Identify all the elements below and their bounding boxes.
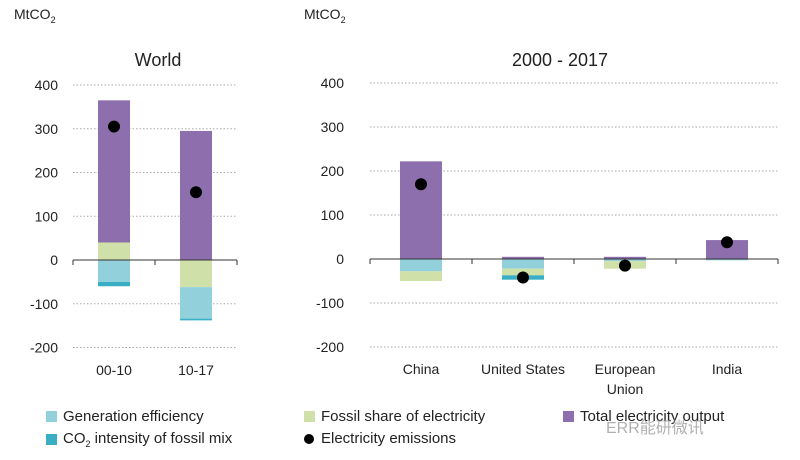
emissions-point	[517, 271, 529, 284]
y-tick-label: -100	[30, 296, 58, 312]
unit-subscript: 2	[50, 14, 56, 25]
legend-generation-efficiency: Generation efficiency	[46, 408, 204, 425]
x-category-label: United States	[481, 361, 565, 377]
chart-title: World	[135, 50, 182, 70]
unit-subscript: 2	[340, 14, 346, 25]
y-tick-label: -200	[30, 340, 58, 356]
legend-co2-intensity: CO2 intensity of fossil mix	[46, 430, 232, 449]
bar-segment-generation-efficiency	[98, 260, 130, 282]
y-tick-label: 100	[35, 208, 59, 224]
bar-segment-total-output	[604, 256, 646, 259]
legend-total-output: Total electricity output	[563, 408, 724, 425]
bar-segment-total-output	[502, 256, 544, 259]
x-category-label: 00-10	[96, 362, 132, 378]
emissions-point	[721, 236, 733, 249]
bar-segment-fossil-share	[400, 271, 442, 281]
x-category-label: European	[595, 361, 656, 377]
right-unit-label: MtCO2	[304, 6, 346, 25]
bar-segment-total-output	[400, 161, 442, 259]
emissions-point	[190, 186, 202, 199]
chart-title: 2000 - 2017	[512, 50, 608, 70]
legend-swatch	[46, 411, 57, 422]
bar-segment-co2-intensity	[180, 318, 212, 321]
legend-text: intensity of fossil mix	[90, 430, 233, 447]
legend-label: Electricity emissions	[321, 430, 457, 447]
legend-subscript: 2	[85, 439, 91, 449]
y-tick-label: 400	[35, 77, 59, 93]
legend-label: CO2 intensity of fossil mix	[63, 430, 232, 449]
legend-label: Total electricity output	[580, 408, 725, 425]
x-category-label: China	[403, 361, 440, 377]
x-category-label: Union	[607, 381, 644, 397]
legend-swatch	[304, 411, 315, 422]
legend-swatch	[563, 411, 574, 422]
bar-segment-fossil-share	[180, 260, 212, 288]
legend-dot	[304, 433, 314, 444]
x-category-label: 10-17	[178, 362, 214, 378]
y-tick-label: 300	[35, 121, 59, 137]
y-tick-label: 200	[321, 163, 345, 179]
y-tick-label: -200	[316, 339, 344, 355]
bar-segment-generation-efficiency	[180, 287, 212, 319]
watermark: ERR能研微讯	[606, 414, 704, 438]
x-category-label: India	[712, 361, 743, 377]
bar-segment-total-output	[706, 240, 748, 259]
legend-fossil-share: Fossil share of electricity	[304, 408, 485, 425]
y-tick-label: 200	[35, 165, 59, 181]
watermark-text: ERR能研微讯	[606, 420, 704, 437]
legend-label: Fossil share of electricity	[321, 408, 486, 425]
unit-text: MtCO	[14, 6, 51, 22]
legend-text: CO	[63, 430, 86, 447]
bar-segment-generation-efficiency	[706, 259, 748, 261]
legend-label: Generation efficiency	[63, 408, 204, 425]
emissions-point	[619, 259, 631, 272]
emissions-point	[108, 120, 120, 133]
bar-segment-generation-efficiency	[502, 259, 544, 269]
y-tick-label: 0	[50, 252, 58, 268]
bar-segment-fossil-share	[98, 242, 130, 260]
legend-emissions: Electricity emissions	[304, 430, 456, 447]
bar-segment-co2-intensity	[98, 281, 130, 287]
y-tick-label: 400	[321, 75, 345, 91]
bar-segment-generation-efficiency	[400, 259, 442, 272]
unit-text: MtCO	[304, 6, 341, 22]
emissions-point	[415, 178, 427, 191]
legend-swatch	[46, 434, 57, 445]
y-tick-label: -100	[316, 295, 344, 311]
left-unit-label: MtCO2	[14, 6, 56, 25]
y-tick-label: 100	[321, 207, 345, 223]
y-tick-label: 300	[321, 119, 345, 135]
y-tick-label: 0	[336, 251, 344, 267]
